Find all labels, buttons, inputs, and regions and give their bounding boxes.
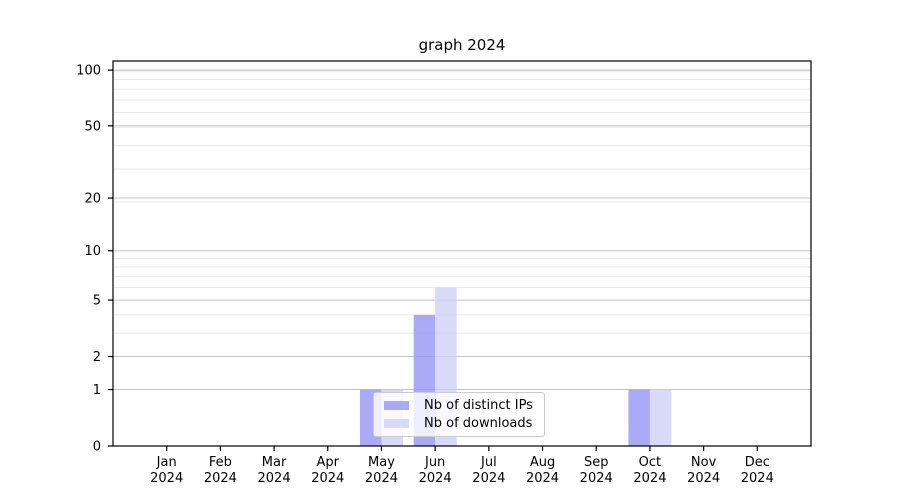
x-tick-label-month: Jul <box>480 455 497 470</box>
x-tick-label-month: May <box>368 455 395 470</box>
x-tick-label-month: Aug <box>530 455 555 470</box>
x-tick-label-year: 2024 <box>526 471 559 486</box>
x-tick-label-month: Dec <box>745 455 770 470</box>
x-tick-label-month: Oct <box>639 455 661 470</box>
plot-border <box>112 60 812 447</box>
x-tick-label-year: 2024 <box>741 471 774 486</box>
x-tick-label-year: 2024 <box>150 471 183 486</box>
legend-swatch-distinct-ips-icon <box>384 401 409 410</box>
legend: Nb of distinct IPs Nb of downloads <box>373 392 545 437</box>
x-tick-label-month: Mar <box>262 455 287 470</box>
x-tick-label-year: 2024 <box>633 471 666 486</box>
legend-swatch-downloads-icon <box>384 419 409 428</box>
y-tick-label: 100 <box>76 64 101 79</box>
bar-downloads-oct <box>649 389 672 446</box>
x-tick-label-month: Apr <box>317 455 340 470</box>
x-tick-label-month: Nov <box>691 455 717 470</box>
y-tick-label: 50 <box>84 119 101 134</box>
y-tick-label: 0 <box>93 440 101 455</box>
x-tick-label-year: 2024 <box>580 471 613 486</box>
x-tick-label-month: Jan <box>156 455 177 470</box>
y-tick-label: 1 <box>93 383 101 398</box>
x-tick-label-year: 2024 <box>365 471 398 486</box>
legend-label-distinct-ips: Nb of distinct IPs <box>424 397 533 413</box>
chart-title: graph 2024 <box>418 36 506 54</box>
x-tick-label-year: 2024 <box>687 471 720 486</box>
legend-item-downloads: Nb of downloads <box>384 415 544 433</box>
bar-distinct-ips-oct <box>628 389 650 446</box>
x-tick-label-year: 2024 <box>472 471 505 486</box>
x-tick-label-month: Jun <box>424 455 445 470</box>
y-tick-label: 20 <box>84 192 101 207</box>
y-tick-label: 2 <box>93 350 101 365</box>
x-tick-label-month: Feb <box>209 455 232 470</box>
x-tick-label-month: Sep <box>584 455 609 470</box>
legend-label-downloads: Nb of downloads <box>424 415 533 431</box>
y-tick-label: 5 <box>93 294 101 309</box>
x-tick-label-year: 2024 <box>419 471 452 486</box>
legend-item-distinct-ips: Nb of distinct IPs <box>384 397 544 415</box>
x-tick-label-year: 2024 <box>311 471 344 486</box>
y-tick-label: 10 <box>84 244 101 259</box>
x-tick-label-year: 2024 <box>204 471 237 486</box>
x-tick-label-year: 2024 <box>258 471 291 486</box>
